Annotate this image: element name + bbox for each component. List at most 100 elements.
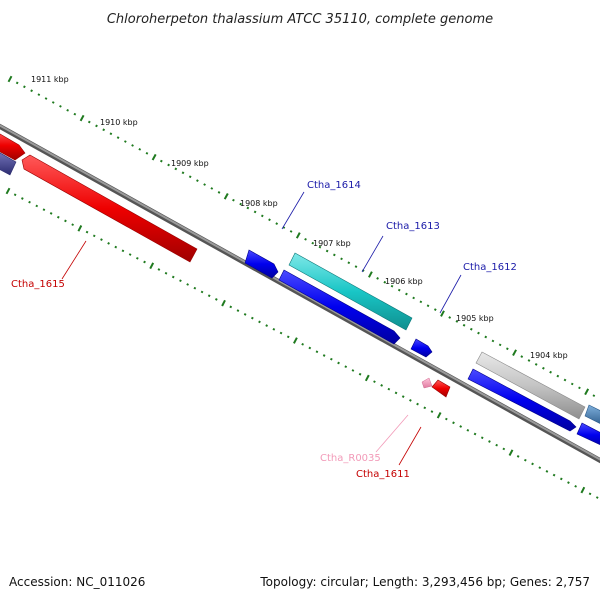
minor-tick <box>174 167 178 171</box>
minor-tick <box>347 261 351 265</box>
minor-tick <box>236 309 240 312</box>
minor-tick <box>552 473 556 477</box>
major-tick <box>293 337 298 344</box>
gene-ctha-r0035[interactable] <box>421 377 433 389</box>
minor-tick <box>217 191 221 194</box>
scale-label: 1909 kbp <box>171 159 209 168</box>
minor-tick <box>30 89 33 93</box>
minor-tick <box>193 286 197 290</box>
scale-label: 1905 kbp <box>456 314 494 323</box>
minor-tick <box>304 237 307 241</box>
minor-tick <box>246 206 250 210</box>
minor-tick <box>445 417 448 421</box>
leader-ctha-1615 <box>61 240 87 280</box>
feature-blue-small[interactable] <box>410 338 433 358</box>
minor-tick <box>59 105 62 108</box>
minor-tick <box>311 241 315 245</box>
minor-tick <box>13 193 17 197</box>
minor-tick <box>469 327 473 331</box>
minor-tick <box>484 335 488 339</box>
minor-tick <box>64 219 67 223</box>
label-ctha-1614[interactable]: Ctha_1614 <box>307 180 361 191</box>
minor-tick <box>567 481 570 484</box>
minor-tick <box>394 391 398 395</box>
leader-ctha-r0035 <box>375 414 409 453</box>
label-ctha-1612[interactable]: Ctha_1612 <box>463 262 517 273</box>
minor-tick <box>502 447 506 451</box>
minor-tick <box>258 320 261 324</box>
major-tick <box>440 310 445 317</box>
gene-ctha-1611[interactable] <box>431 379 451 398</box>
minor-tick <box>354 265 358 269</box>
inner-scale-ticks <box>5 187 599 499</box>
minor-tick <box>181 171 185 175</box>
minor-tick <box>380 384 383 387</box>
minor-tick <box>44 97 48 100</box>
major-tick <box>79 114 85 122</box>
minor-tick <box>143 260 146 264</box>
scale-label: 1908 kbp <box>240 199 278 208</box>
minor-tick <box>171 275 175 279</box>
minor-tick <box>167 163 170 167</box>
major-tick <box>7 75 13 83</box>
gene-ctha-1614[interactable] <box>244 249 279 279</box>
feature-purple-partial[interactable] <box>0 150 17 176</box>
label-ctha-1611[interactable]: Ctha_1611 <box>356 469 410 480</box>
minor-tick <box>229 305 233 309</box>
leader-ctha-1614 <box>281 191 305 230</box>
scale-label: 1911 kbp <box>31 75 69 84</box>
gene-ctha-1612[interactable] <box>278 269 401 345</box>
minor-tick <box>556 374 560 378</box>
minor-tick <box>260 214 264 218</box>
leader-ctha-1612 <box>439 274 462 314</box>
label-leaders <box>61 191 462 466</box>
feature-steel-partial[interactable] <box>584 404 600 426</box>
feature-blue-right[interactable] <box>467 368 577 432</box>
minor-tick <box>272 327 276 331</box>
minor-tick <box>595 496 599 499</box>
minor-tick <box>448 316 452 319</box>
minor-tick <box>473 432 477 436</box>
major-tick <box>368 271 373 278</box>
minor-tick <box>200 290 204 294</box>
minor-tick <box>325 249 329 253</box>
minor-tick <box>157 268 161 271</box>
minor-tick <box>578 386 581 390</box>
feature-gray[interactable] <box>475 351 586 420</box>
minor-tick <box>308 346 312 350</box>
label-ctha-1613[interactable]: Ctha_1613 <box>386 221 440 232</box>
minor-tick <box>215 298 218 301</box>
minor-tick <box>207 294 211 298</box>
minor-tick <box>491 339 495 343</box>
gene-ctha-1615[interactable] <box>21 154 198 263</box>
minor-tick <box>160 159 163 163</box>
label-ctha-1615[interactable]: Ctha_1615 <box>11 279 65 290</box>
minor-tick <box>42 208 46 212</box>
minor-tick <box>239 202 242 206</box>
scale-label: 1906 kbp <box>385 277 423 286</box>
minor-tick <box>15 81 19 85</box>
minor-tick <box>92 234 96 238</box>
minor-tick <box>128 253 132 256</box>
minor-tick <box>401 395 405 398</box>
minor-tick <box>318 245 322 249</box>
minor-tick <box>516 455 520 458</box>
minor-tick <box>340 257 343 261</box>
minor-tick <box>531 462 534 466</box>
minor-tick <box>488 440 491 443</box>
accession-text: Accession: NC_011026 <box>9 575 145 589</box>
feature-blue-partial-right[interactable] <box>576 422 600 447</box>
label-ctha-r0035[interactable]: Ctha_R0035 <box>320 453 381 464</box>
minor-tick <box>462 323 466 327</box>
feature-red-partial-left[interactable] <box>0 131 26 161</box>
minor-tick <box>477 331 480 335</box>
scale-label: 1910 kbp <box>100 118 138 127</box>
major-tick <box>149 262 155 270</box>
minor-tick <box>498 343 502 347</box>
major-tick <box>512 349 517 356</box>
minor-tick <box>412 296 415 300</box>
gene-ctha-1613[interactable] <box>288 252 413 331</box>
minor-tick <box>495 443 498 447</box>
minor-tick <box>397 288 401 292</box>
minor-tick <box>455 320 459 323</box>
